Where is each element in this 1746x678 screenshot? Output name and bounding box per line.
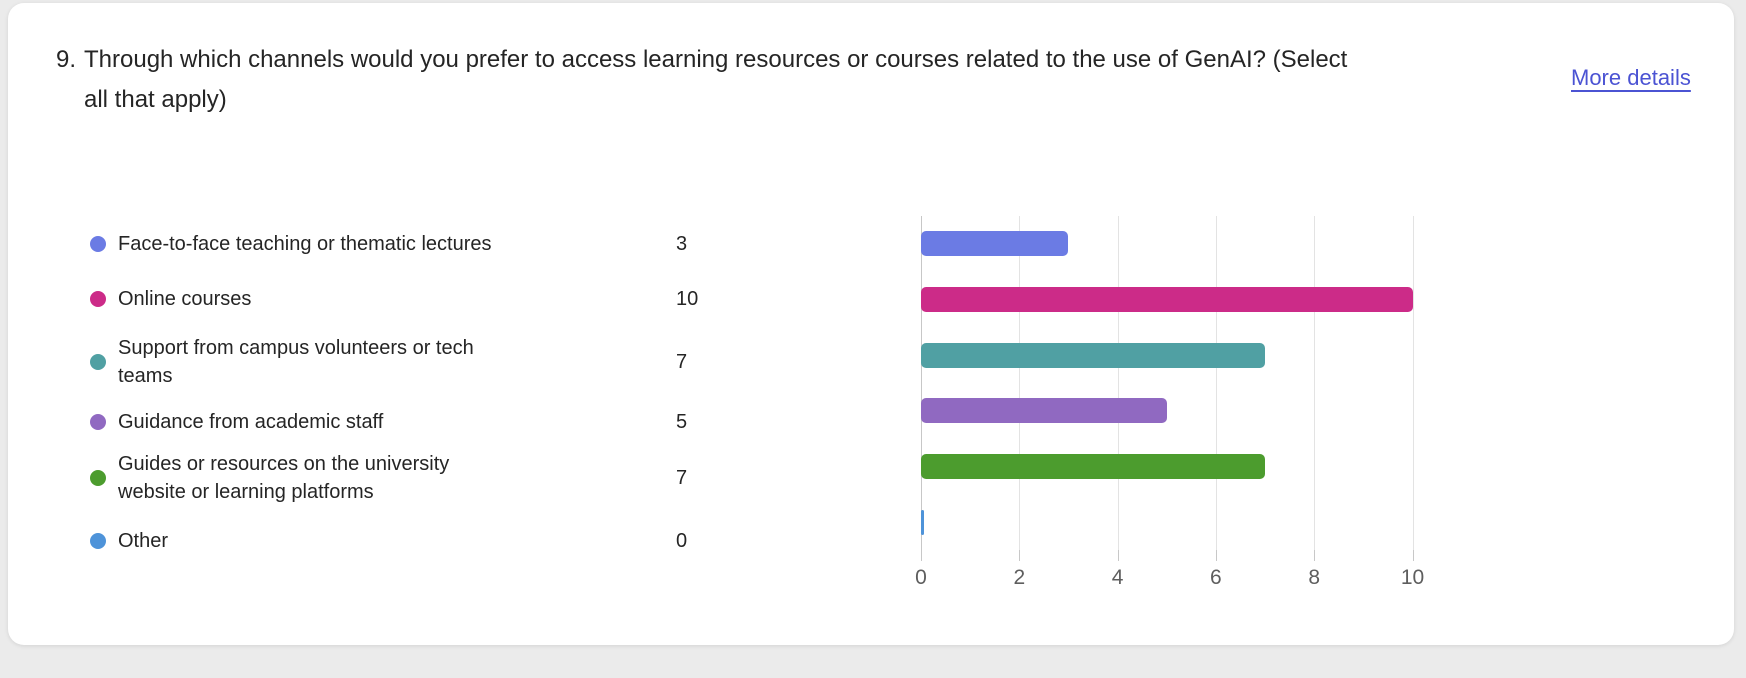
question-number: 9. bbox=[56, 46, 77, 73]
axis-tick bbox=[1215, 550, 1217, 561]
legend-item-count: 5 bbox=[676, 411, 688, 433]
axis-tick bbox=[1019, 550, 1021, 561]
gridline bbox=[1314, 216, 1316, 550]
question-text: Through which channels would you prefer … bbox=[84, 46, 1348, 113]
legend-item: Guides or resources on the university we… bbox=[90, 450, 830, 506]
legend-dot-icon bbox=[90, 533, 106, 549]
x-axis-tick-label: 6 bbox=[1210, 566, 1222, 589]
chart-legend: Face-to-face teaching or thematic lectur… bbox=[90, 230, 830, 576]
x-axis-tick-label: 0 bbox=[915, 566, 927, 589]
chart-bar bbox=[921, 454, 1266, 479]
legend-dot-icon bbox=[90, 291, 106, 307]
chart-bar bbox=[921, 509, 924, 535]
legend-item-label: Other bbox=[118, 530, 169, 552]
legend-item: Other 0 bbox=[90, 527, 830, 555]
x-axis-tick-label: 4 bbox=[1111, 566, 1124, 589]
x-axis-line bbox=[921, 216, 922, 550]
legend-item: Online courses 10 bbox=[90, 285, 830, 313]
legend-item: Guidance from academic staff 5 bbox=[90, 408, 830, 436]
legend-item-count: 3 bbox=[676, 233, 688, 255]
legend-dot-icon bbox=[90, 236, 106, 252]
gridline bbox=[1019, 216, 1021, 550]
legend-item-count: 0 bbox=[676, 530, 688, 552]
legend-item-label: Guides or resources on the university we… bbox=[118, 453, 450, 503]
legend-dot-icon bbox=[90, 414, 106, 430]
legend-dot-icon bbox=[90, 470, 106, 486]
question-title: 9. Through which channels would you pref… bbox=[56, 40, 1347, 120]
gridline bbox=[1117, 216, 1119, 550]
chart-bar bbox=[921, 398, 1167, 424]
chart-bar bbox=[921, 287, 1413, 312]
axis-tick bbox=[1412, 550, 1414, 561]
axis-tick bbox=[1117, 550, 1119, 561]
chart-bar bbox=[921, 231, 1069, 257]
legend-item: Support from campus volunteers or tech t… bbox=[90, 334, 830, 390]
legend-item-count: 7 bbox=[676, 351, 688, 373]
x-axis-tick-label: 8 bbox=[1308, 566, 1321, 589]
gridline bbox=[1215, 216, 1217, 550]
legend-item-label: Online courses bbox=[118, 288, 252, 310]
axis-tick bbox=[1314, 550, 1316, 561]
legend-item-label: Guidance from academic staff bbox=[118, 411, 384, 433]
legend-item-label: Face-to-face teaching or thematic lectur… bbox=[118, 233, 492, 255]
question-card: 9. Through which channels would you pref… bbox=[8, 3, 1734, 645]
chart-bar bbox=[921, 342, 1266, 368]
legend-item-label: Support from campus volunteers or tech t… bbox=[118, 337, 474, 387]
legend-dot-icon bbox=[90, 354, 106, 370]
x-axis-tick-label: 2 bbox=[1013, 566, 1026, 589]
more-details-link[interactable]: More details bbox=[1571, 65, 1691, 90]
legend-item: Face-to-face teaching or thematic lectur… bbox=[90, 230, 830, 258]
axis-tick bbox=[921, 550, 922, 561]
legend-item-count: 7 bbox=[676, 467, 688, 489]
legend-item-count: 10 bbox=[676, 288, 699, 310]
bar-chart-plot: 0 2 4 6 8 10 bbox=[915, 216, 1478, 589]
gridline bbox=[1412, 216, 1414, 550]
x-axis-tick-label: 10 bbox=[1400, 566, 1425, 589]
